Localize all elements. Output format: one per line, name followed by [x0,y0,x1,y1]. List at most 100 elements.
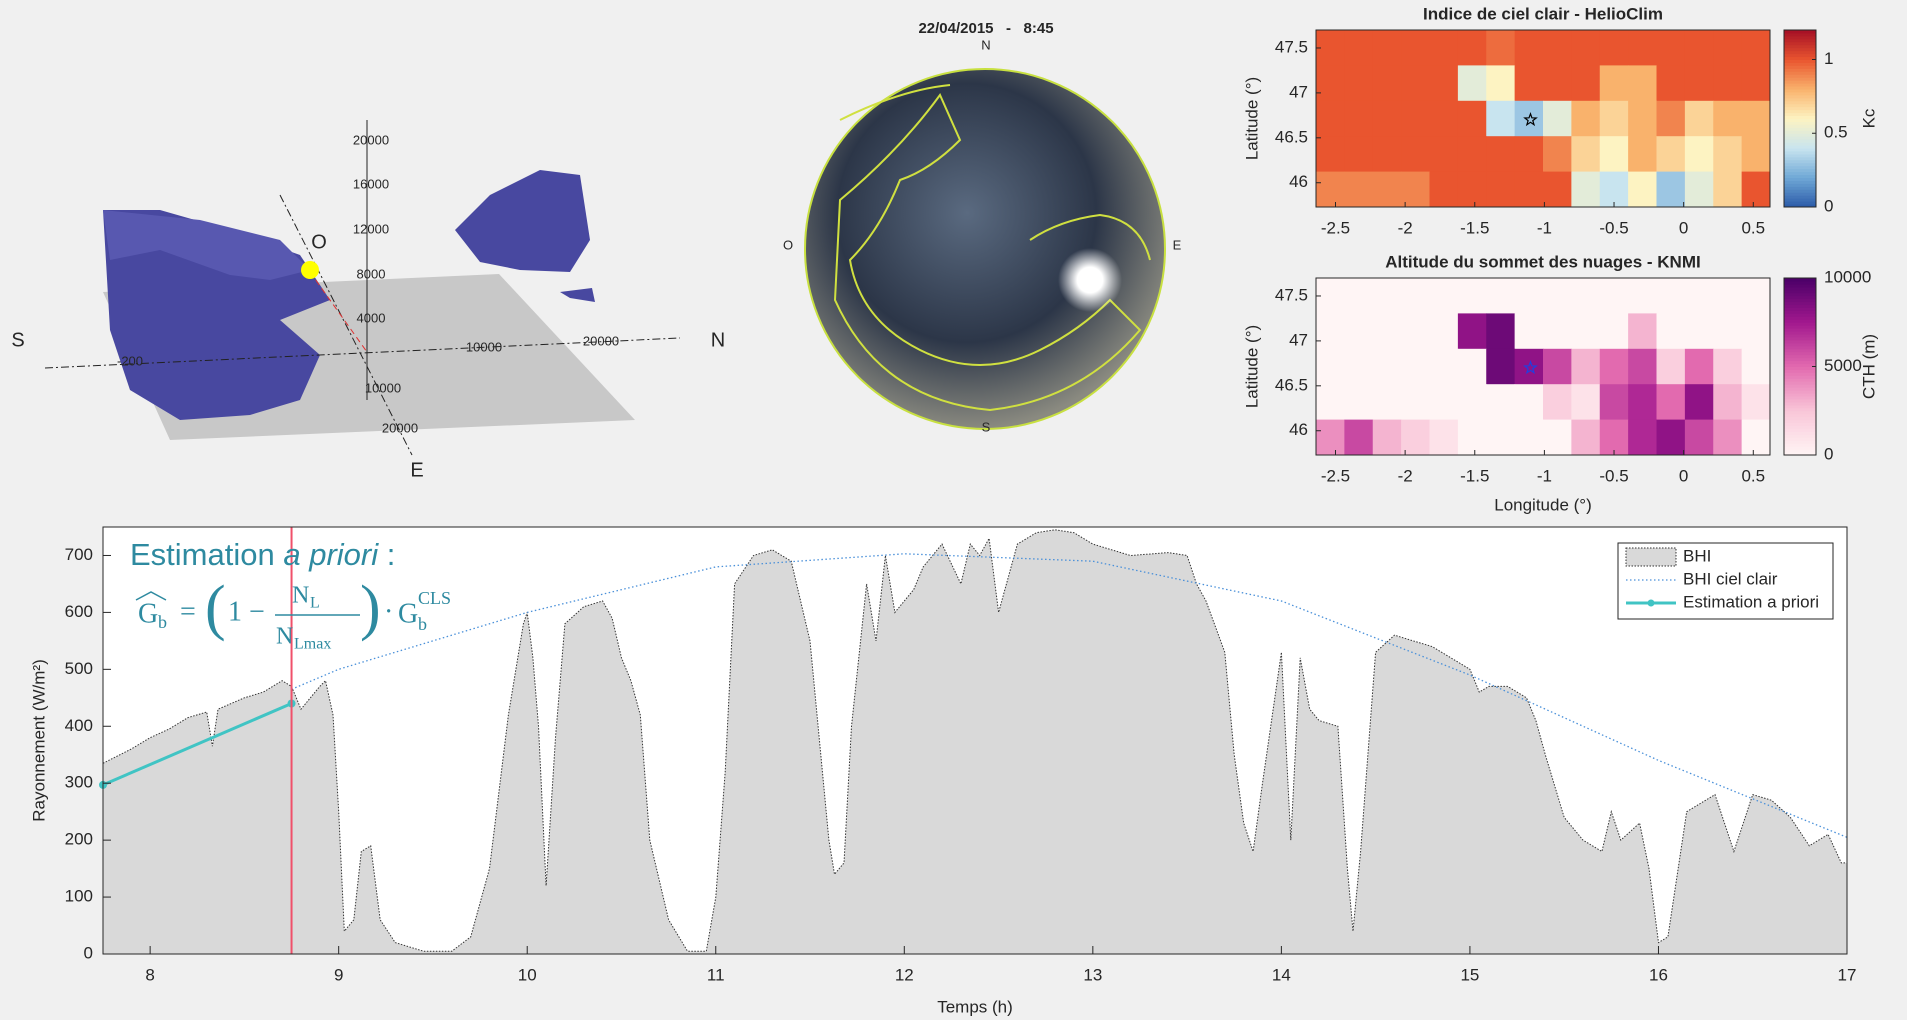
colorbar-segment [1784,310,1816,313]
heatmap-cell [1515,278,1544,314]
formula-text: Lmax [294,636,331,653]
heatmap-cell [1430,101,1459,137]
colorbar-segment [1784,60,1816,63]
colorbar-segment [1784,183,1816,186]
direction-label: N [981,37,990,52]
heatmap-cell [1571,313,1600,349]
heatmap-cell [1713,136,1742,172]
figure: SNOE200001600012000800040001000020000-20… [0,0,1907,1020]
colorbar-segment [1784,449,1816,452]
scene-3d [45,120,680,455]
cloud-volume [560,288,595,302]
heatmap-cell [1685,136,1714,172]
heatmap-cell [1600,136,1629,172]
heatmap-cell [1543,101,1572,137]
heatmap-cell [1571,65,1600,101]
heatmap-cell [1628,313,1657,349]
heatmap-cell [1657,101,1686,137]
x-tick-label: -2.5 [1321,466,1350,485]
heatmap-cell [1713,172,1742,208]
y-axis-label: Rayonnement (W/m²) [29,659,48,821]
heatmap-cell [1316,65,1345,101]
y-tick-label: 46 [1289,420,1308,439]
legend-label: BHI [1683,546,1711,565]
heatmap-cell [1742,65,1771,101]
formula-text: L [310,595,320,612]
heatmap-cell [1373,384,1402,420]
colorbar-segment [1784,431,1816,434]
heatmap-cell [1628,101,1657,137]
axis-tick-label: 8000 [357,266,386,281]
colorbar-segment [1784,325,1816,328]
colorbar-segment [1784,375,1816,378]
colorbar-segment [1784,113,1816,116]
heatmap-cell [1571,101,1600,137]
colorbar-tick-label: 5000 [1824,356,1862,375]
heatmap-cell [1515,349,1544,385]
colorbar-segment [1784,95,1816,98]
heatmap-cell [1628,30,1657,66]
colorbar-segment [1784,387,1816,390]
colorbar-segment [1784,399,1816,402]
x-tick-label: -1.5 [1460,466,1489,485]
formula-text: = [180,596,196,627]
colorbar-segment [1784,62,1816,65]
heatmap-cell [1543,384,1572,420]
heatmap-cell [1458,278,1487,314]
heatmap-cell [1742,30,1771,66]
heatmap-cell [1628,136,1657,172]
annotation-title: Estimation a priori : [130,537,395,572]
colorbar-segment [1784,145,1816,148]
heatmap-cell [1657,30,1686,66]
axis-tick-label: 12000 [353,221,389,236]
colorbar-segment [1784,189,1816,192]
heatmap-cell [1657,420,1686,456]
heatmap-cell [1515,136,1544,172]
heatmap-cell [1628,384,1657,420]
axis-tick-label: 10000 [365,380,401,395]
colorbar-segment [1784,195,1816,198]
colorbar-segment [1784,278,1816,281]
heatmap-cell [1685,172,1714,208]
formula-text: G [398,598,418,629]
heatmap-cell [1742,101,1771,137]
colorbar-segment [1784,89,1816,92]
direction-label: E [410,459,423,481]
heatmap-cell [1713,313,1742,349]
y-tick-label: 46.5 [1275,375,1308,394]
heatmap-cell [1373,313,1402,349]
heatmap-cell [1571,420,1600,456]
x-tick-label: 0 [1679,218,1688,237]
heatmap-cell [1543,349,1572,385]
colorbar-segment [1784,42,1816,45]
colorbar-segment [1784,175,1816,178]
colorbar-segment [1784,305,1816,308]
heatmap-cell [1600,65,1629,101]
colorbar-segment [1784,139,1816,142]
y-tick-label: 700 [65,545,93,564]
colorbar-segment [1784,77,1816,80]
colorbar-segment [1784,302,1816,305]
colorbar-segment [1784,423,1816,426]
heatmap-cell [1344,384,1373,420]
heatmap-cell [1628,278,1657,314]
colorbar-segment [1784,136,1816,139]
formula-text: ) [360,574,381,642]
colorbar-segment [1784,54,1816,57]
heatmap-cell [1515,172,1544,208]
colorbar-segment [1784,98,1816,101]
heatmap-cell [1430,313,1459,349]
colorbar-tick-label: 0 [1824,444,1833,463]
heatmap-cell [1486,30,1515,66]
heatmap-cell [1401,65,1430,101]
colorbar-segment [1784,48,1816,51]
heatmap-cell [1713,101,1742,137]
colorbar-tick-label: 10000 [1824,267,1871,286]
page: SNOE200001600012000800040001000020000-20… [0,0,1907,1020]
heatmap-cell [1486,136,1515,172]
direction-label: E [1173,237,1182,252]
heatmap-cell [1430,65,1459,101]
heatmap-cell [1344,30,1373,66]
heatmap-cell [1486,65,1515,101]
x-tick-label: 0 [1679,466,1688,485]
